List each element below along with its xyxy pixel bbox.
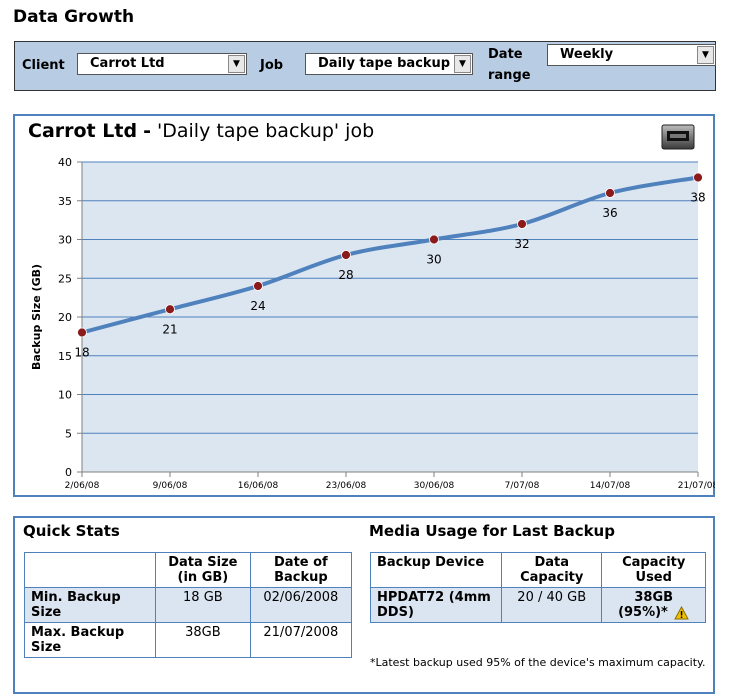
data-label: 38 bbox=[690, 191, 705, 205]
table-row: Min. Backup Size 18 GB 02/06/2008 bbox=[24, 587, 353, 623]
data-point bbox=[693, 172, 703, 183]
media-usage-table: Backup Device Data Capacity Capacity Use… bbox=[370, 552, 706, 623]
x-tick-label: 14/07/08 bbox=[590, 481, 631, 491]
data-point bbox=[605, 188, 615, 198]
table-header-row: Data Size (in GB) Date of Backup bbox=[24, 552, 353, 588]
data-label: 28 bbox=[338, 268, 353, 282]
date-of-backup-header: Date of Backup bbox=[249, 552, 353, 588]
media-usage-heading: Media Usage for Last Backup bbox=[369, 522, 615, 540]
y-tick-label: 35 bbox=[58, 195, 72, 208]
chart-title: Carrot Ltd - 'Daily tape backup' job bbox=[28, 120, 374, 142]
client-select[interactable]: Carrot Ltd ▼ bbox=[77, 53, 247, 75]
empty-header-cell bbox=[24, 552, 156, 588]
x-tick-label: 23/06/08 bbox=[326, 481, 367, 491]
data-size-cell: 38GB bbox=[155, 622, 251, 658]
chart-title-dash: - bbox=[143, 120, 151, 142]
client-label: Client bbox=[22, 58, 65, 73]
chart-title-client: Carrot Ltd bbox=[28, 120, 138, 142]
data-size-header: Data Size (in GB) bbox=[155, 552, 251, 588]
data-label: 18 bbox=[74, 346, 89, 360]
data-point bbox=[517, 219, 527, 229]
data-point bbox=[341, 250, 351, 260]
chevron-down-icon[interactable]: ▼ bbox=[454, 55, 471, 73]
capacity-used-cell: 38GB (95%)* bbox=[601, 587, 706, 623]
filter-bar: Client Carrot Ltd ▼ Job Daily tape backu… bbox=[14, 41, 716, 91]
page-title: Data Growth bbox=[13, 7, 135, 27]
warning-icon bbox=[674, 605, 690, 619]
table-row: Max. Backup Size 38GB 21/07/2008 bbox=[24, 622, 353, 658]
y-axis-title: Backup Size (GB) bbox=[30, 264, 43, 370]
capacity-used-value: 38GB bbox=[634, 590, 674, 605]
y-tick-label: 15 bbox=[58, 350, 72, 363]
header-line: Capacity bbox=[622, 555, 686, 570]
series-line bbox=[80, 175, 700, 335]
header-line: Used bbox=[635, 570, 672, 585]
capacity-used-percent: (95%)* bbox=[618, 605, 668, 620]
capacity-footnote: *Latest backup used 95% of the device's … bbox=[370, 656, 706, 669]
chevron-down-icon[interactable]: ▼ bbox=[697, 46, 714, 64]
header-line: Capacity bbox=[520, 570, 584, 585]
date-range-select[interactable]: Weekly ▼ bbox=[547, 44, 716, 66]
header-line: Date of bbox=[274, 555, 328, 570]
y-tick-label: 0 bbox=[65, 466, 72, 479]
capacity-used-header: Capacity Used bbox=[601, 552, 706, 588]
data-capacity-header: Data Capacity bbox=[500, 552, 603, 588]
row-label: Min. Backup Size bbox=[24, 587, 156, 623]
date-range-label-line2: range bbox=[488, 68, 531, 83]
chart-panel: Carrot Ltd - 'Daily tape backup' job 0 5 1… bbox=[13, 114, 715, 497]
data-point bbox=[253, 281, 263, 291]
x-tick-label: 7/07/08 bbox=[505, 481, 540, 491]
x-tick-label: 2/06/08 bbox=[65, 481, 100, 491]
x-tick-label: 21/07/08 bbox=[678, 481, 715, 491]
backup-date-cell: 21/07/2008 bbox=[249, 622, 353, 658]
header-line: Data bbox=[534, 555, 570, 570]
data-size-cell: 18 GB bbox=[155, 587, 251, 623]
capacity-cell: 20 / 40 GB bbox=[500, 587, 603, 623]
chevron-down-icon[interactable]: ▼ bbox=[228, 55, 245, 73]
data-label: 32 bbox=[514, 237, 529, 251]
y-tick-label: 5 bbox=[65, 427, 72, 440]
y-tick-label: 40 bbox=[58, 156, 72, 169]
x-tick-label: 30/06/08 bbox=[414, 481, 455, 491]
backup-device-header: Backup Device bbox=[370, 552, 502, 588]
table-row: HPDAT72 (4mm DDS) 20 / 40 GB 38GB (95%)* bbox=[370, 587, 706, 623]
chart-title-job: 'Daily tape backup' job bbox=[157, 120, 375, 142]
job-select-value: Daily tape backup bbox=[318, 56, 451, 71]
header-line: Backup bbox=[274, 570, 328, 585]
y-tick-label: 30 bbox=[58, 234, 72, 247]
header-line: (in GB) bbox=[177, 570, 229, 585]
quick-stats-heading: Quick Stats bbox=[23, 522, 120, 540]
data-point bbox=[77, 327, 87, 338]
data-point bbox=[429, 234, 439, 245]
data-label: 21 bbox=[162, 322, 177, 336]
row-label: Max. Backup Size bbox=[24, 622, 156, 658]
x-tick-label: 9/06/08 bbox=[153, 481, 188, 491]
y-tick-label: 25 bbox=[58, 272, 72, 285]
header-line: Data Size bbox=[168, 555, 238, 570]
date-range-select-value: Weekly bbox=[560, 47, 614, 62]
data-point bbox=[165, 304, 175, 315]
job-label: Job bbox=[260, 58, 284, 73]
quick-stats-table: Data Size (in GB) Date of Backup Min. Ba… bbox=[24, 552, 353, 658]
tape-drive-icon bbox=[661, 124, 695, 150]
backup-growth-chart: 0 5 10 15 20 25 30 35 40 2/06/08 9/06/08 16/06/08 23… bbox=[30, 156, 715, 491]
backup-date-cell: 02/06/2008 bbox=[249, 587, 353, 623]
data-label: 24 bbox=[250, 299, 265, 313]
table-header-row: Backup Device Data Capacity Capacity Use… bbox=[370, 552, 706, 588]
y-tick-label: 10 bbox=[58, 389, 72, 402]
x-tick-label: 16/06/08 bbox=[238, 481, 279, 491]
y-tick-label: 20 bbox=[58, 311, 72, 324]
job-select[interactable]: Daily tape backup ▼ bbox=[305, 53, 473, 75]
stats-panel: Quick Stats Data Size (in GB) Date of Ba… bbox=[13, 516, 715, 694]
client-select-value: Carrot Ltd bbox=[90, 56, 165, 71]
date-range-label-line1: Date bbox=[488, 47, 523, 62]
data-label: 36 bbox=[602, 206, 617, 220]
device-name-cell: HPDAT72 (4mm DDS) bbox=[370, 587, 502, 623]
data-label: 30 bbox=[426, 253, 441, 267]
